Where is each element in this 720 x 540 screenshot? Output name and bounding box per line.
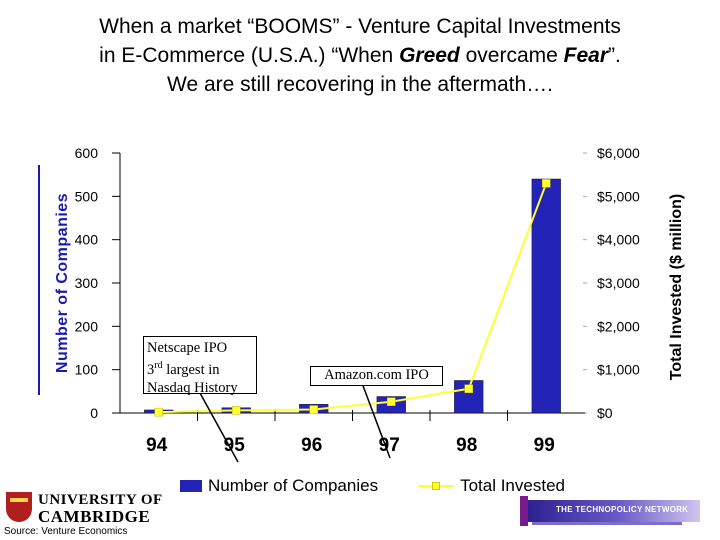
y-tick-label: 100 (75, 362, 99, 378)
y-tick-label: 600 (75, 145, 99, 161)
y-tick-label: 0 (90, 405, 98, 421)
y2-tick-label: $6,000 (597, 145, 640, 161)
annotation-netscape-pointer (199, 392, 239, 463)
technopolicy-logo: THE TECHNOPOLICY NETWORK (520, 496, 700, 526)
line-point-96 (309, 405, 318, 414)
technopolicy-logo-text: THE TECHNOPOLICY NETWORK (556, 505, 689, 514)
annotation-amazon-pointer (361, 382, 391, 459)
annotation-netscape-line2: 3rd largest in (147, 360, 220, 378)
annotation-amazon: Amazon.com IPO (310, 366, 443, 386)
title-line-1: When a market “BOOMS” - Venture Capital … (99, 15, 621, 38)
line-point-99 (542, 179, 551, 188)
x-tick-label: 98 (456, 435, 477, 456)
y-tick-label: 200 (75, 318, 99, 334)
legend-bar-label: Number of Companies (208, 476, 379, 495)
y2-axis-label: Total Invested ($ million) (668, 194, 685, 380)
x-tick-label: 99 (534, 435, 555, 456)
y-tick-label: 300 (75, 275, 99, 291)
x-tick-label: 96 (301, 435, 322, 456)
y2-tick-label: $4,000 (597, 232, 640, 248)
y-tick-label: 400 (75, 232, 99, 248)
cambridge-logo-line1: UNIVERSITY OF (38, 492, 163, 508)
annotation-netscape-line1: Netscape IPO (147, 340, 228, 356)
legend: Number of Companies Total Invested (180, 476, 565, 496)
source-note: Source: Venture Economics (4, 526, 128, 537)
cambridge-logo-line2: CAMBRIDGE (38, 507, 151, 526)
y2-tick-label: $2,000 (597, 318, 640, 334)
annotation-netscape: Netscape IPO 3rd largest in Nasdaq Histo… (143, 336, 257, 396)
y-axis-label-border (38, 165, 40, 395)
annotation-netscape-line3: Nasdaq History (147, 379, 238, 396)
y2-tick-label: $3,000 (597, 275, 640, 291)
line-point-97 (387, 397, 396, 406)
bar-99 (531, 178, 561, 414)
chart-title: When a market “BOOMS” - Venture Capital … (20, 12, 700, 99)
title-greed: Greed (399, 44, 460, 67)
x-tick-label: 94 (146, 435, 168, 456)
y2-tick-label: $0 (597, 405, 613, 421)
y-tick-label: 500 (75, 188, 99, 204)
title-fear: Fear (563, 44, 608, 67)
line-point-95 (232, 406, 241, 415)
y-axis-label: Number of Companies (54, 193, 71, 373)
total-invested-line (158, 182, 548, 414)
title-line-2: in E-Commerce (U.S.A.) “When Greed overc… (99, 44, 621, 67)
legend-bar-swatch (180, 480, 202, 492)
y2-tick-label: $1,000 (597, 362, 640, 378)
y2-tick-label: $5,000 (597, 188, 640, 204)
x-tick-label: 95 (224, 435, 246, 456)
legend-line-swatch (418, 480, 455, 492)
line-point-98 (464, 384, 473, 393)
legend-line-label: Total Invested (460, 476, 565, 495)
cambridge-shield-icon (6, 492, 32, 522)
title-line-3: We are still recovering in the aftermath… (167, 73, 553, 96)
line-point-94 (154, 407, 163, 417)
cambridge-logo: UNIVERSITY OF CAMBRIDGE (6, 492, 162, 526)
